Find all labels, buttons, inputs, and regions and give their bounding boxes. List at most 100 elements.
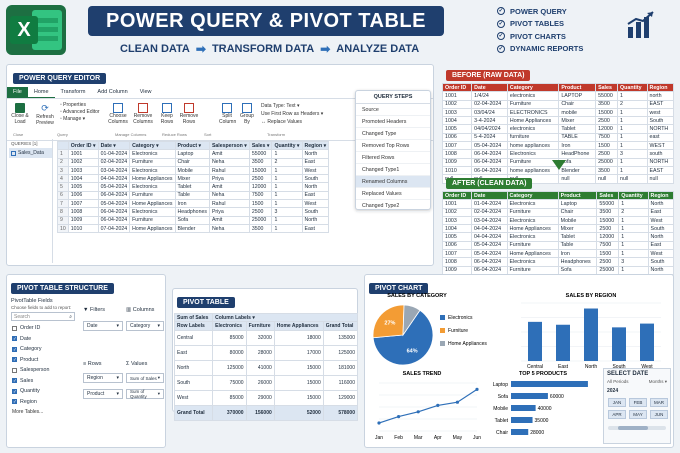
column-header[interactable]: Category <box>506 190 559 201</box>
table-cell: 06-04-2024 <box>471 157 508 167</box>
table-cell: 04/04/2024 <box>471 124 508 134</box>
months-dropdown[interactable]: Months ▾ <box>648 379 667 384</box>
query-step[interactable]: Renamed Columns <box>356 176 430 188</box>
column-header[interactable]: Sales ▾ <box>248 140 273 151</box>
table-cell: 7500 <box>595 132 619 143</box>
value-sum-sales[interactable]: Sum of Sales ▾ <box>126 373 164 383</box>
remove-columns-button[interactable]: Remove Columns <box>132 103 154 125</box>
query-step[interactable]: Changed Type1 <box>356 164 430 176</box>
search-input[interactable]: Search <box>14 313 30 320</box>
checkbox[interactable]: ✓ <box>12 388 17 394</box>
tab-home[interactable]: Home <box>27 87 55 98</box>
replace-values-button[interactable]: ↔ Replace Values <box>261 119 303 125</box>
table-cell: 1 <box>617 157 648 167</box>
checkbox[interactable]: ✓ <box>12 357 17 363</box>
column-header[interactable]: Date ▾ <box>97 140 131 151</box>
column-header[interactable]: Product ▾ <box>174 140 210 151</box>
bar <box>511 417 533 423</box>
tab-file[interactable]: File <box>7 87 28 98</box>
field-item[interactable]: Salesperson <box>12 365 160 376</box>
column-header[interactable]: Order ID <box>441 82 473 93</box>
value-sum-quantity[interactable]: Sum of Quantity ▾ <box>126 389 164 399</box>
column-header[interactable]: Category ▾ <box>129 140 176 151</box>
column-header[interactable]: Order ID ▾ <box>67 140 99 151</box>
column-category[interactable]: Category ▾ <box>126 321 164 331</box>
keep-rows-button[interactable]: Keep Rows <box>159 103 175 125</box>
close-load-button[interactable]: Close & Load <box>10 103 30 125</box>
column-header[interactable]: Region <box>647 190 675 201</box>
month-button[interactable]: MAY <box>629 410 647 419</box>
column-header[interactable]: Quantity <box>617 82 648 93</box>
table-cell: Furniture <box>129 190 176 201</box>
use-first-row-button[interactable]: Use First Row as Headers ▾ <box>261 111 324 117</box>
advanced-editor-button[interactable]: ▫ Advanced Editor <box>60 109 100 115</box>
table-cell: 1006 <box>441 132 473 143</box>
column-header[interactable]: Sales <box>596 190 620 201</box>
table-cell: 1500 <box>596 249 620 259</box>
query-step[interactable]: Changed Type <box>356 128 430 140</box>
checkbox[interactable]: ✓ <box>12 346 17 352</box>
column-header[interactable]: Date <box>470 190 508 201</box>
column-header[interactable]: Order ID <box>442 190 472 201</box>
query-step[interactable]: Promoted Headers <box>356 116 430 128</box>
tab-add-column[interactable]: Add Column <box>97 89 128 95</box>
table-cell: 2500 <box>596 224 620 234</box>
column-header[interactable]: Quantity <box>618 190 649 201</box>
refresh-preview-button[interactable]: ⟳ Refresh Preview <box>34 103 56 126</box>
column-header[interactable]: Region <box>646 82 675 93</box>
manage-button[interactable]: ▫ Manage ▾ <box>60 116 86 122</box>
refresh-icon: ⟳ <box>41 103 49 113</box>
row-product[interactable]: Product ▾ <box>83 389 123 399</box>
month-button[interactable]: MAR <box>650 398 668 407</box>
column-header[interactable]: Salesperson ▾ <box>208 140 250 151</box>
filter-date[interactable]: Date ▾ <box>83 321 123 331</box>
table-cell: east <box>646 132 675 143</box>
checkbox[interactable] <box>12 325 17 331</box>
split-column-button[interactable]: Split Column <box>219 103 236 125</box>
tab-transform[interactable]: Transform <box>60 89 86 95</box>
checkbox[interactable]: ✓ <box>12 378 17 384</box>
field-item[interactable]: ✓ Quantity <box>12 386 160 397</box>
tab-view[interactable]: View <box>139 89 152 95</box>
checkbox[interactable]: ✓ <box>12 336 17 342</box>
query-step[interactable]: Removed Top Rows <box>356 140 430 152</box>
properties-button[interactable]: ▫ Properties <box>60 102 86 108</box>
field-item[interactable]: ✓ Sales <box>12 376 160 387</box>
month-button[interactable]: FEB <box>629 398 647 407</box>
month-button[interactable]: JAN <box>608 398 626 407</box>
query-step[interactable]: Replaced Values <box>356 188 430 200</box>
query-item-sales-data[interactable]: Sales_Data <box>9 148 52 158</box>
field-item[interactable]: ✓ Category <box>12 344 160 355</box>
column-header[interactable]: Sales <box>595 82 619 93</box>
timeline-scrollbar[interactable] <box>608 426 666 430</box>
remove-rows-button[interactable]: Remove Rows <box>179 103 199 125</box>
column-header[interactable]: Region ▾ <box>301 140 330 151</box>
query-step[interactable]: Source <box>356 104 430 116</box>
more-tables-link[interactable]: More Tables... <box>12 409 44 415</box>
field-item[interactable]: ✓ Date <box>12 334 160 345</box>
column-header[interactable]: Quantity ▾ <box>271 140 303 151</box>
column-header[interactable]: Product <box>557 190 598 201</box>
field-item[interactable]: ✓ Product <box>12 355 160 366</box>
month-button[interactable]: JUN <box>650 410 668 419</box>
field-search-box[interactable]: Search ⌕ <box>11 312 75 321</box>
group-by-button[interactable]: Group By <box>239 103 255 125</box>
query-step[interactable]: Filtered Rows <box>356 152 430 164</box>
column-header[interactable]: Product <box>558 82 597 93</box>
field-item[interactable]: ✓ Region <box>12 397 160 408</box>
checkbox[interactable] <box>12 367 17 373</box>
column-labels[interactable]: Column Labels ▾ <box>212 312 358 323</box>
checkbox[interactable]: ✓ <box>12 399 17 405</box>
column-header[interactable]: Date <box>471 82 508 93</box>
month-button[interactable]: APR <box>608 410 626 419</box>
field-item[interactable]: Order ID <box>12 323 160 334</box>
choose-columns-button[interactable]: Choose Columns <box>107 103 129 125</box>
table-cell: 3 <box>617 149 648 159</box>
table-cell: 1002 <box>441 99 473 109</box>
column-header[interactable]: Category <box>506 82 560 93</box>
query-step[interactable]: Changed Type2 <box>356 200 430 212</box>
data-type-dropdown[interactable]: Data Type: Text ▾ <box>261 103 300 109</box>
row-labels[interactable]: Row Labels <box>173 321 214 331</box>
row-region[interactable]: Region ▾ <box>83 373 123 383</box>
table-cell: Iron <box>558 141 597 151</box>
